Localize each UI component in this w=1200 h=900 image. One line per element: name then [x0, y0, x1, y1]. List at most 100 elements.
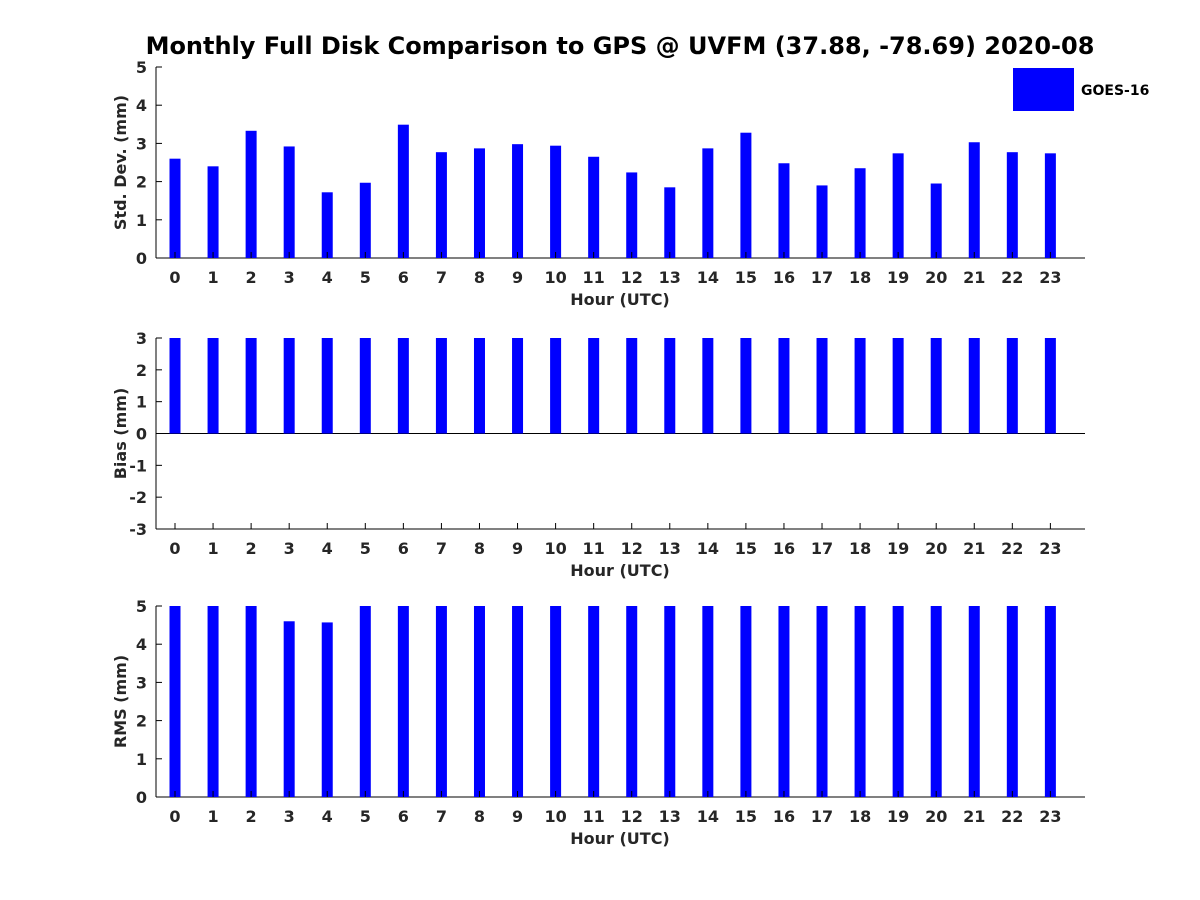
- x-tick-label: 8: [474, 268, 485, 287]
- x-tick-label: 19: [887, 539, 909, 558]
- x-tick-label: 14: [697, 539, 719, 558]
- x-tick-label: 9: [512, 807, 523, 826]
- bar-std-hour-7: [435, 152, 447, 258]
- x-tick-label: 3: [284, 268, 295, 287]
- bar-bias-hour-22: [1006, 338, 1018, 434]
- bar-bias-hour-3: [283, 338, 295, 434]
- bar-std-hour-6: [397, 124, 409, 258]
- y-axis-label: RMS (mm): [111, 655, 130, 748]
- y-tick-label: 4: [136, 96, 147, 115]
- bar-bias-hour-8: [473, 338, 485, 434]
- x-tick-label: 6: [398, 539, 409, 558]
- bar-std-hour-10: [550, 145, 562, 258]
- bar-std-hour-13: [664, 187, 676, 258]
- bar-std-hour-15: [740, 132, 752, 258]
- y-tick-label: 1: [136, 750, 147, 769]
- x-tick-label: 5: [360, 807, 371, 826]
- x-tick-label: 19: [887, 268, 909, 287]
- bar-std-hour-22: [1006, 152, 1018, 258]
- x-tick-label: 20: [925, 539, 947, 558]
- x-tick-label: 4: [322, 807, 333, 826]
- y-tick-label: 2: [136, 173, 147, 192]
- x-tick-label: 9: [512, 539, 523, 558]
- legend-swatch: [1013, 68, 1074, 111]
- y-tick-label: 4: [136, 635, 147, 654]
- x-tick-label: 1: [207, 268, 218, 287]
- bar-rms-hour-14: [702, 606, 714, 797]
- bar-rms-hour-2: [245, 606, 257, 797]
- bar-bias-hour-12: [626, 338, 638, 434]
- x-tick-label: 0: [169, 539, 180, 558]
- bar-rms-hour-4: [321, 622, 333, 797]
- x-tick-label: 15: [735, 268, 757, 287]
- bar-std-hour-19: [892, 153, 904, 258]
- x-tick-label: 9: [512, 268, 523, 287]
- x-tick-label: 17: [811, 539, 833, 558]
- bar-rms-hour-3: [283, 621, 295, 797]
- x-tick-label: 17: [811, 807, 833, 826]
- bar-bias-hour-20: [930, 338, 942, 434]
- x-tick-label: 3: [284, 807, 295, 826]
- y-tick-label: 3: [136, 134, 147, 153]
- x-tick-label: 2: [246, 539, 257, 558]
- y-tick-label: 2: [136, 712, 147, 731]
- bar-rms-hour-5: [359, 606, 371, 797]
- y-tick-label: -2: [129, 488, 147, 507]
- bar-std-hour-1: [207, 166, 219, 258]
- x-tick-label: 16: [773, 807, 795, 826]
- x-tick-label: 10: [544, 807, 566, 826]
- x-tick-label: 14: [697, 807, 719, 826]
- x-tick-label: 11: [583, 539, 605, 558]
- x-tick-label: 12: [621, 539, 643, 558]
- x-tick-label: 18: [849, 807, 871, 826]
- x-tick-label: 22: [1001, 539, 1023, 558]
- bar-bias-hour-16: [778, 338, 790, 434]
- x-tick-label: 16: [773, 539, 795, 558]
- x-tick-label: 13: [659, 539, 681, 558]
- bar-rms-hour-12: [626, 606, 638, 797]
- bar-bias-hour-23: [1044, 338, 1056, 434]
- bar-bias-hour-9: [512, 338, 524, 434]
- bar-std-hour-18: [854, 168, 866, 258]
- bar-bias-hour-18: [854, 338, 866, 434]
- bar-rms-hour-11: [588, 606, 600, 797]
- bar-rms-hour-19: [892, 606, 904, 797]
- x-tick-label: 15: [735, 807, 757, 826]
- x-tick-label: 10: [544, 268, 566, 287]
- y-tick-label: 1: [136, 211, 147, 230]
- bar-std-hour-14: [702, 148, 714, 258]
- x-tick-label: 21: [963, 539, 985, 558]
- bar-bias-hour-17: [816, 338, 828, 434]
- bar-bias-hour-21: [968, 338, 980, 434]
- x-tick-label: 5: [360, 268, 371, 287]
- bar-bias-hour-7: [435, 338, 447, 434]
- x-tick-label: 5: [360, 539, 371, 558]
- y-tick-label: 3: [136, 329, 147, 348]
- bar-std-hour-17: [816, 185, 828, 258]
- bar-std-hour-0: [169, 158, 181, 258]
- bar-bias-hour-6: [397, 338, 409, 434]
- bar-bias-hour-19: [892, 338, 904, 434]
- x-tick-label: 17: [811, 268, 833, 287]
- bar-std-hour-8: [473, 148, 485, 258]
- y-tick-label: 0: [136, 788, 147, 807]
- x-tick-label: 1: [207, 807, 218, 826]
- bar-rms-hour-23: [1044, 606, 1056, 797]
- x-tick-label: 23: [1039, 268, 1061, 287]
- x-tick-label: 14: [697, 268, 719, 287]
- y-axis-label: Std. Dev. (mm): [111, 95, 130, 230]
- bar-bias-hour-14: [702, 338, 714, 434]
- x-tick-label: 20: [925, 268, 947, 287]
- bar-rms-hour-9: [512, 606, 524, 797]
- x-axis-label: Hour (UTC): [570, 829, 670, 848]
- x-tick-label: 12: [621, 807, 643, 826]
- bar-rms-hour-8: [473, 606, 485, 797]
- legend: GOES-16: [1013, 68, 1149, 111]
- bar-rms-hour-1: [207, 606, 219, 797]
- x-tick-label: 19: [887, 807, 909, 826]
